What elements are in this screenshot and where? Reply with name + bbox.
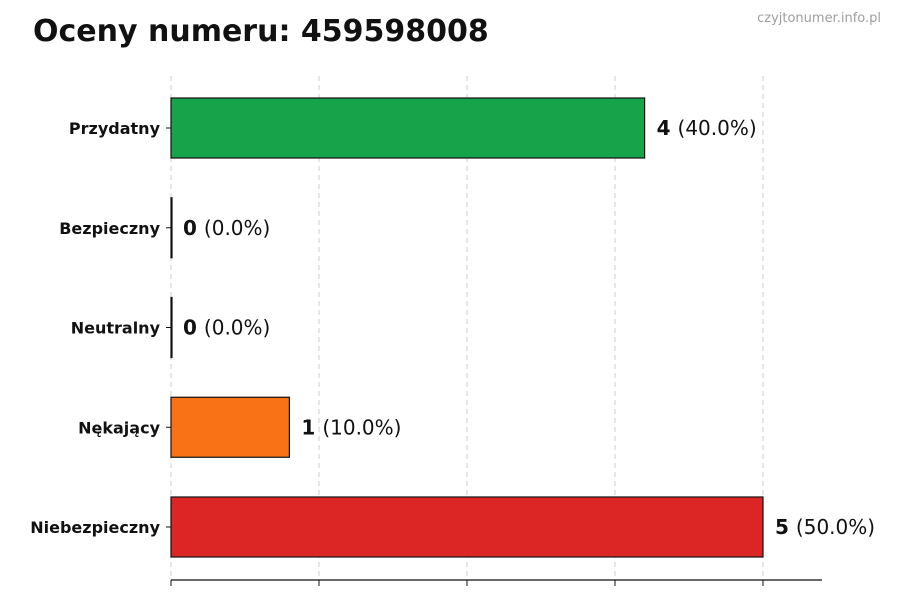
value-label: 0 (0.0%) [183,216,270,240]
category-label: Neutralny [71,319,161,338]
value-label: 1 (10.0%) [301,415,401,439]
value-count: 4 [657,116,671,140]
bar-0 [170,97,646,159]
value-count: 5 [775,515,789,539]
category-label: Niebezpieczny [30,518,160,537]
bar-3 [170,396,291,458]
category-label: Bezpieczny [59,219,160,238]
value-percent: (0.0%) [204,316,270,340]
value-count: 0 [183,216,197,240]
x-axis [166,127,822,586]
value-count: 0 [183,316,197,340]
category-label: Przydatny [69,119,161,138]
value-percent: (40.0%) [678,116,757,140]
value-percent: (0.0%) [204,216,270,240]
value-label: 4 (40.0%) [657,116,757,140]
value-percent: (50.0%) [796,515,875,539]
source-watermark: czyjtonumer.info.pl [757,11,881,26]
bar-1 [170,197,173,259]
value-label: 0 (0.0%) [183,316,270,340]
value-percent: (10.0%) [322,415,401,439]
labels: Przydatny 4 (40.0%) Bezpieczny 0 (0.0%) Neutra… [30,116,875,539]
value-count: 1 [301,415,315,439]
chart-title: Oceny numeru: 459598008 [33,14,489,49]
bar-4 [170,496,764,558]
bars [170,97,764,558]
category-label: Nękający [78,418,160,437]
value-label: 5 (50.0%) [775,515,875,539]
bar-2 [170,296,173,359]
